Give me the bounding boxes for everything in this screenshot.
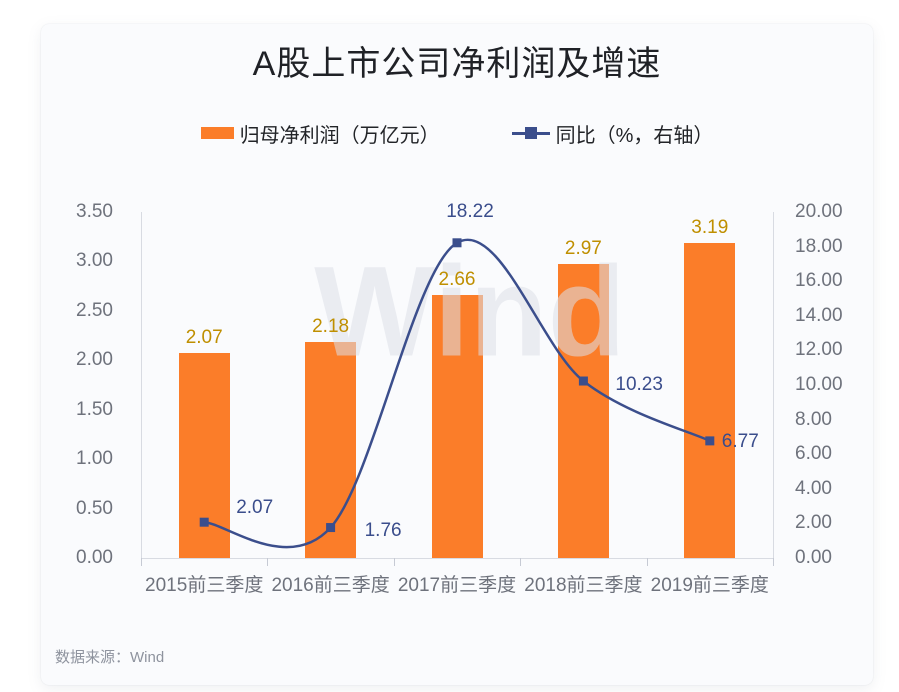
right-axis-tick-label: 8.00	[795, 408, 832, 430]
bar-series-swatch-icon	[200, 127, 234, 139]
left-axis-tick-label: 2.50	[76, 299, 113, 321]
x-axis-label: 2015前三季度	[145, 575, 264, 596]
x-axis-label: 2018前三季度	[524, 575, 643, 596]
right-axis-tick-label: 12.00	[795, 339, 843, 361]
right-axis-tick-label: 16.00	[795, 270, 843, 292]
bar-2019前三季度	[684, 242, 736, 558]
right-axis-tick-label: 14.00	[795, 304, 843, 326]
left-axis-tick-label: 1.50	[76, 398, 113, 420]
legend-item-yoy: 同比（%，右轴）	[511, 119, 714, 148]
left-axis-tick-label: 3.00	[76, 250, 113, 272]
right-axis-tick-label: 10.00	[795, 374, 843, 395]
legend-item-net-profit: 归母净利润（万亿元）	[200, 119, 440, 148]
right-axis-tick-label: 2.00	[795, 512, 832, 534]
x-axis-tick	[520, 558, 522, 566]
x-axis-tick	[141, 558, 142, 566]
bar-2018前三季度	[557, 264, 609, 558]
legend-label: 归母净利润（万亿元）	[239, 124, 440, 147]
left-axis-tick-label: 3.50	[76, 201, 113, 222]
x-axis-line	[141, 558, 774, 559]
x-axis-tick	[773, 558, 774, 566]
right-axis-tick-label: 6.00	[795, 443, 832, 465]
left-axis-tick-label: 1.00	[76, 448, 113, 470]
x-axis-label: 2019前三季度	[650, 575, 769, 596]
right-axis-tick-label: 0.00	[795, 547, 832, 568]
left-axis-tick-label: 2.00	[76, 349, 113, 371]
chart-title: A股上市公司净利润及增速	[252, 45, 662, 83]
x-axis-tick	[646, 558, 648, 566]
chart-card: A股上市公司净利润及增速 归母净利润（万亿元） 同比（%，右轴） 3.50 3.0…	[41, 24, 873, 685]
right-axis-tick-label: 18.00	[795, 235, 843, 257]
x-axis-label: 2017前三季度	[397, 575, 517, 596]
legend: 归母净利润（万亿元） 同比（%，右轴）	[41, 119, 873, 147]
bar-2017前三季度	[431, 295, 483, 558]
left-axis-tick-label: 0.50	[76, 497, 113, 519]
left-axis-tick-label: 0.00	[76, 547, 113, 568]
bar-2015前三季度	[178, 353, 230, 558]
right-axis-line	[773, 212, 774, 558]
line-series-swatch-icon	[511, 126, 550, 140]
source-note: 数据来源：Wind	[55, 649, 165, 666]
right-axis-tick-label: 4.00	[795, 477, 832, 499]
left-axis-line	[141, 212, 142, 558]
legend-label: 同比（%，右轴）	[555, 124, 714, 147]
bar-2016前三季度	[305, 342, 357, 558]
plot-area: 3.50 3.00 2.50 2.00 1.50 1.00 0.50 0.00 20.00 18.…	[41, 24, 873, 685]
right-axis-tick-label: 20.00	[795, 201, 843, 222]
x-axis-label: 2016前三季度	[271, 575, 390, 596]
x-axis-tick	[393, 558, 395, 566]
x-axis-tick	[267, 558, 269, 566]
